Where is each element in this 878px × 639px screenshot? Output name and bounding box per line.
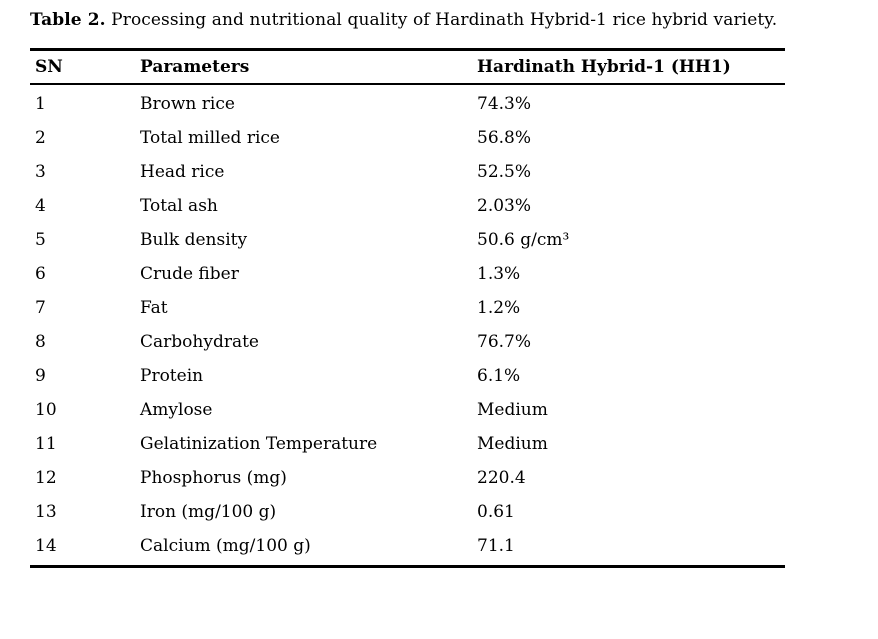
table-caption-text: Processing and nutritional quality of Ha… bbox=[105, 10, 778, 30]
cell-sn: 2 bbox=[35, 128, 46, 148]
header-parameters: Parameters bbox=[140, 49, 477, 85]
cell-value: 1.3% bbox=[477, 264, 521, 284]
data-table: SN Parameters Hardinath Hybrid-1 (HH1) 1… bbox=[30, 48, 785, 568]
cell-sn: 12 bbox=[35, 468, 57, 488]
table-row: 3 Head rice 52.5% bbox=[30, 155, 785, 189]
cell-value: 220.4 bbox=[477, 468, 526, 488]
table-row: 1 Brown rice 74.3% bbox=[30, 84, 785, 121]
cell-parameter: Brown rice bbox=[140, 94, 235, 114]
cell-sn: 7 bbox=[35, 298, 46, 318]
cell-value: 2.03% bbox=[477, 196, 532, 216]
table-row: 14 Calcium (mg/100 g) 71.1 bbox=[30, 529, 785, 567]
cell-sn: 9 bbox=[35, 366, 46, 386]
table-caption: Table 2. Processing and nutritional qual… bbox=[30, 9, 860, 31]
cell-parameter: Crude fiber bbox=[140, 264, 239, 284]
cell-value: 71.1 bbox=[477, 536, 515, 556]
cell-value: Medium bbox=[477, 400, 548, 420]
cell-value: 56.8% bbox=[477, 128, 532, 148]
cell-value: Medium bbox=[477, 434, 548, 454]
cell-sn: 5 bbox=[35, 230, 46, 250]
cell-sn: 6 bbox=[35, 264, 46, 284]
table-row: 10 Amylose Medium bbox=[30, 393, 785, 427]
table-row: 9 Protein 6.1% bbox=[30, 359, 785, 393]
cell-sn: 13 bbox=[35, 502, 57, 522]
header-value: Hardinath Hybrid-1 (HH1) bbox=[477, 49, 785, 85]
table-row: 5 Bulk density 50.6 g/cm³ bbox=[30, 223, 785, 257]
cell-sn: 3 bbox=[35, 162, 46, 182]
table-caption-label: Table 2. bbox=[30, 10, 106, 30]
table-row: 13 Iron (mg/100 g) 0.61 bbox=[30, 495, 785, 529]
cell-value: 6.1% bbox=[477, 366, 521, 386]
table-row: 6 Crude fiber 1.3% bbox=[30, 257, 785, 291]
cell-parameter: Carbohydrate bbox=[140, 332, 259, 352]
table-row: 12 Phosphorus (mg) 220.4 bbox=[30, 461, 785, 495]
cell-sn: 14 bbox=[35, 536, 57, 556]
cell-parameter: Amylose bbox=[140, 400, 213, 420]
cell-parameter: Fat bbox=[140, 298, 168, 318]
cell-parameter: Iron (mg/100 g) bbox=[140, 502, 277, 522]
cell-value: 74.3% bbox=[477, 94, 532, 114]
cell-parameter: Head rice bbox=[140, 162, 225, 182]
cell-sn: 8 bbox=[35, 332, 46, 352]
cell-parameter: Calcium (mg/100 g) bbox=[140, 536, 311, 556]
cell-parameter: Protein bbox=[140, 366, 204, 386]
cell-value: 0.61 bbox=[477, 502, 515, 522]
cell-value: 1.2% bbox=[477, 298, 521, 318]
table-row: 8 Carbohydrate 76.7% bbox=[30, 325, 785, 359]
table-row: 4 Total ash 2.03% bbox=[30, 189, 785, 223]
table-row: 11 Gelatinization Temperature Medium bbox=[30, 427, 785, 461]
cell-value: 50.6 g/cm³ bbox=[477, 230, 570, 250]
cell-parameter: Phosphorus (mg) bbox=[140, 468, 287, 488]
cell-sn: 4 bbox=[35, 196, 46, 216]
cell-parameter: Total milled rice bbox=[140, 128, 280, 148]
table-header-row: SN Parameters Hardinath Hybrid-1 (HH1) bbox=[30, 49, 785, 85]
cell-parameter: Bulk density bbox=[140, 230, 248, 250]
cell-sn: 10 bbox=[35, 400, 57, 420]
table-row: 7 Fat 1.2% bbox=[30, 291, 785, 325]
table-row: 2 Total milled rice 56.8% bbox=[30, 121, 785, 155]
cell-value: 76.7% bbox=[477, 332, 532, 352]
cell-sn: 11 bbox=[35, 434, 57, 454]
header-sn: SN bbox=[30, 49, 140, 85]
cell-sn: 1 bbox=[35, 94, 46, 114]
cell-parameter: Total ash bbox=[140, 196, 218, 216]
cell-value: 52.5% bbox=[477, 162, 532, 182]
cell-parameter: Gelatinization Temperature bbox=[140, 434, 378, 454]
